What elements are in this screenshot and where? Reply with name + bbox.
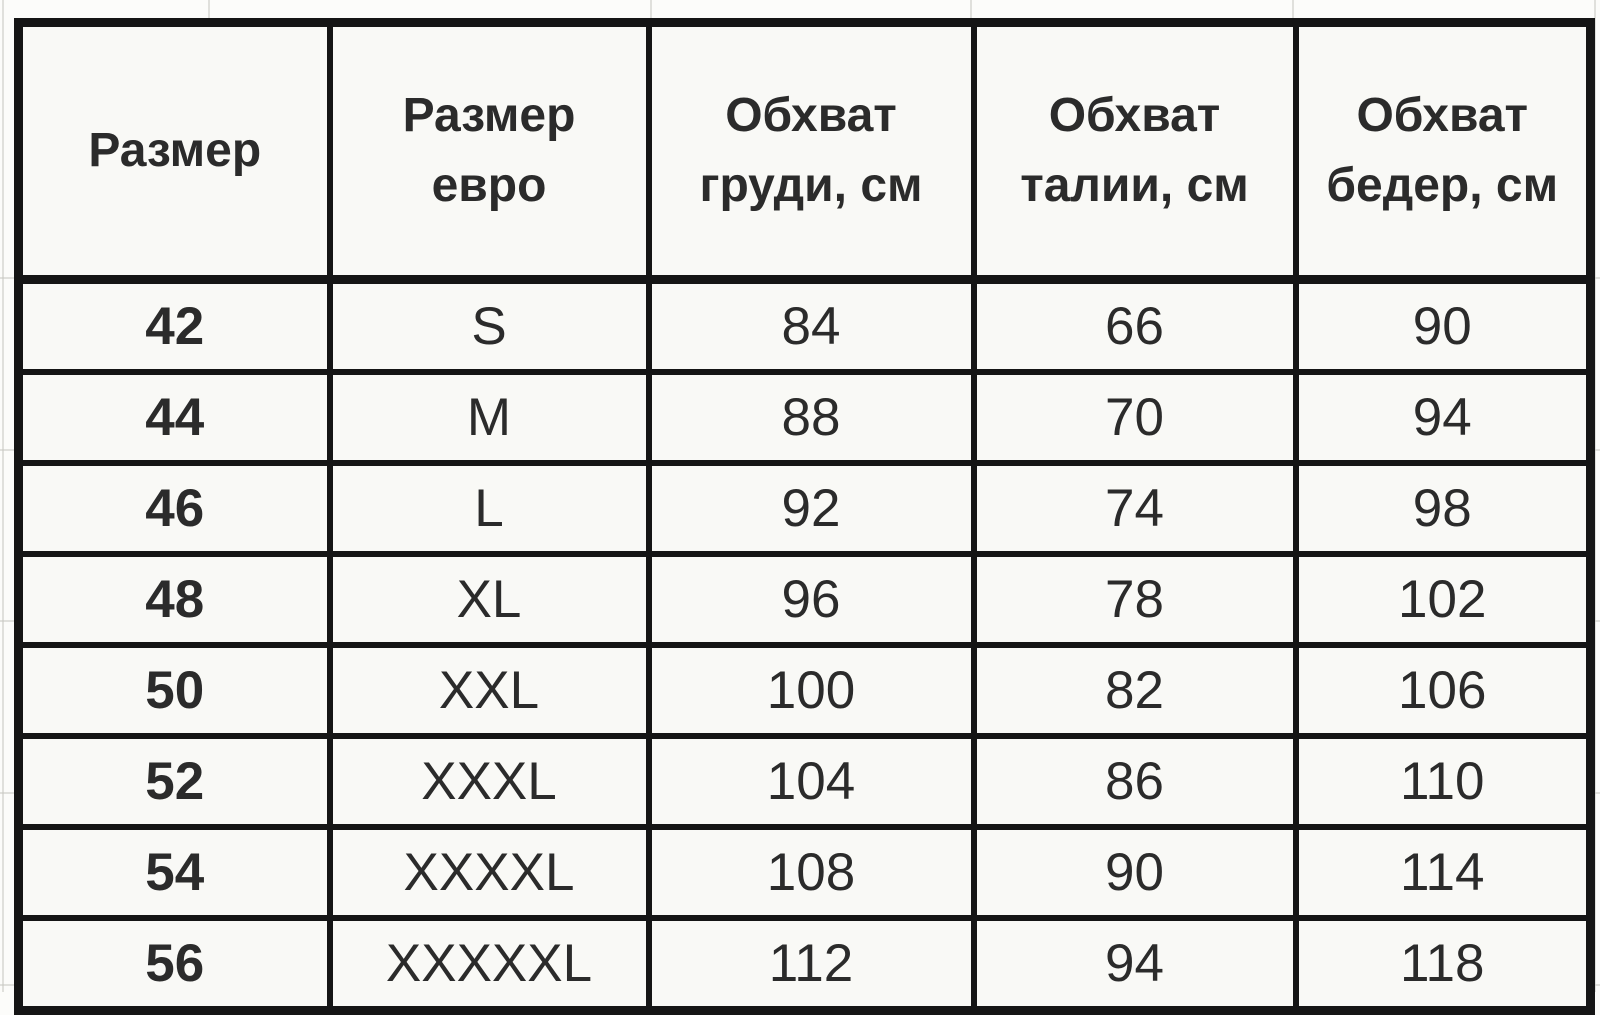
cell-size: 48 — [15, 551, 333, 648]
size-chart-table: Размер Размер евро Обхват груди, см Обхв… — [14, 18, 1595, 1015]
cell-waist: 86 — [970, 733, 1299, 830]
cell-waist: 94 — [970, 915, 1299, 1014]
cell-chest: 84 — [645, 276, 977, 375]
cell-waist: 90 — [970, 824, 1299, 921]
header-cell-hips: Обхват бедер, см — [1292, 19, 1594, 284]
cell-chest: 88 — [645, 369, 977, 466]
cell-waist: 66 — [970, 276, 1299, 375]
cell-size: 44 — [15, 369, 333, 466]
cell-hips: 94 — [1292, 369, 1594, 466]
table-row: 50 XXL 100 82 106 — [15, 642, 1594, 739]
header-cell-waist: Обхват талии, см — [970, 19, 1299, 284]
cell-euro: L — [326, 460, 652, 557]
cell-euro: XXXXL — [326, 824, 652, 921]
cell-waist: 74 — [970, 460, 1299, 557]
cell-waist: 70 — [970, 369, 1299, 466]
table-row: 56 XXXXXL 112 94 118 — [15, 915, 1594, 1014]
cell-euro: XL — [326, 551, 652, 648]
cell-euro: M — [326, 369, 652, 466]
header-cell-euro: Размер евро — [326, 19, 652, 284]
cell-size: 52 — [15, 733, 333, 830]
cell-size: 46 — [15, 460, 333, 557]
cell-euro: XXL — [326, 642, 652, 739]
cell-size: 54 — [15, 824, 333, 921]
cell-chest: 100 — [645, 642, 977, 739]
header-cell-chest: Обхват груди, см — [645, 19, 977, 284]
cell-hips: 114 — [1292, 824, 1594, 921]
cell-size: 56 — [15, 915, 333, 1014]
table-row: 44 M 88 70 94 — [15, 369, 1594, 466]
cell-chest: 92 — [645, 460, 977, 557]
cell-chest: 108 — [645, 824, 977, 921]
cell-hips: 90 — [1292, 276, 1594, 375]
table-row: 54 XXXXL 108 90 114 — [15, 824, 1594, 921]
cell-chest: 96 — [645, 551, 977, 648]
cell-euro: S — [326, 276, 652, 375]
cell-chest: 112 — [645, 915, 977, 1014]
sheet-gridline — [1594, 0, 1596, 992]
cell-hips: 106 — [1292, 642, 1594, 739]
cell-euro: XXXL — [326, 733, 652, 830]
header-row: Размер Размер евро Обхват груди, см Обхв… — [15, 19, 1594, 284]
table-row: 42 S 84 66 90 — [15, 276, 1594, 375]
header-cell-size: Размер — [15, 19, 333, 284]
table-row: 46 L 92 74 98 — [15, 460, 1594, 557]
cell-chest: 104 — [645, 733, 977, 830]
cell-hips: 118 — [1292, 915, 1594, 1014]
cell-waist: 78 — [970, 551, 1299, 648]
cell-waist: 82 — [970, 642, 1299, 739]
table-row: 48 XL 96 78 102 — [15, 551, 1594, 648]
cell-euro: XXXXXL — [326, 915, 652, 1014]
cell-size: 42 — [15, 276, 333, 375]
cell-size: 50 — [15, 642, 333, 739]
cell-hips: 102 — [1292, 551, 1594, 648]
cell-hips: 98 — [1292, 460, 1594, 557]
table-row: 52 XXXL 104 86 110 — [15, 733, 1594, 830]
sheet-gridline — [2, 0, 4, 992]
cell-hips: 110 — [1292, 733, 1594, 830]
